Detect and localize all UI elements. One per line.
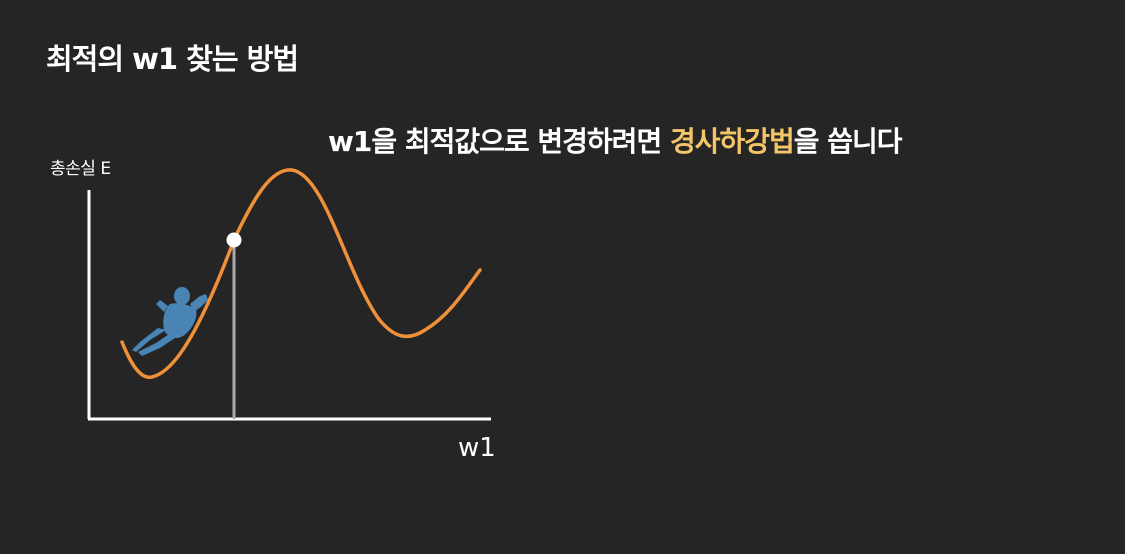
subtitle-suffix: 을 씁니다 [793, 125, 903, 158]
current-position-marker [226, 232, 242, 248]
page-title: 최적의 w1 찾는 방법 [46, 42, 299, 76]
subtitle-prefix: w1을 최적값으로 변경하려면 [328, 125, 670, 158]
subtitle-highlight: 경사하강법 [669, 125, 795, 158]
x-axis-label: w1 [458, 433, 496, 463]
y-axis-label: 총손실 E [50, 159, 111, 179]
sliding-person-icon [132, 287, 208, 356]
loss-curve [120, 168, 482, 379]
subtitle: w1을 최적값으로 변경하려면 경사하강법을 씁니다 [328, 120, 903, 160]
